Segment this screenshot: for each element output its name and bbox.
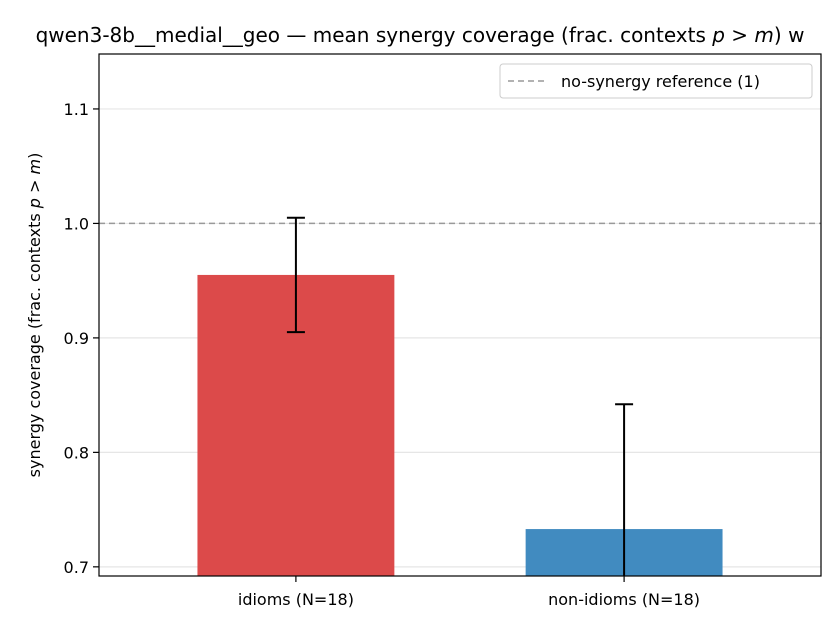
legend-label-reference: no-synergy reference (1) [561, 72, 760, 91]
legend-box [499, 63, 813, 99]
plot-frame [98, 53, 822, 577]
legend: no-synergy reference (1) [499, 63, 813, 99]
chart-title: qwen3-8b__medial__geo — mean synergy cov… [36, 23, 805, 47]
y-tick-label-4: 1.1 [64, 100, 89, 119]
x-tick-label-1: non-idioms (N=18) [548, 590, 700, 609]
error-bars [286, 216, 634, 576]
x-axis-ticks: idioms (N=18) non-idioms (N=18) [238, 576, 700, 609]
y-tick-label-2: 0.9 [64, 329, 89, 348]
y-tick-label-0: 0.7 [64, 558, 89, 577]
x-tick-label-0: idioms (N=18) [238, 590, 354, 609]
y-tick-label-1: 0.8 [64, 443, 89, 462]
y-tick-label-3: 1.0 [64, 214, 89, 233]
y-axis-ticks: 0.7 0.8 0.9 1.0 1.1 [64, 100, 99, 577]
y-axis-label: synergy coverage (frac. contexts p > m) [25, 153, 44, 478]
